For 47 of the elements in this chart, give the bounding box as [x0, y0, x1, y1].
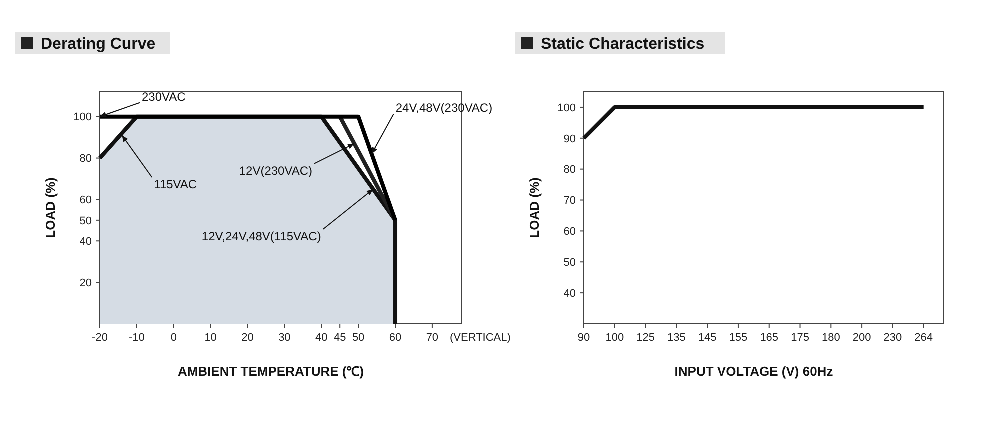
- x-tick-label: 20: [242, 332, 254, 344]
- chart-title: Static Characteristics: [541, 36, 705, 53]
- x-tick-label: 0: [170, 332, 177, 344]
- x-tick-label: 100: [606, 332, 624, 344]
- annotation: 230VAC: [142, 90, 186, 104]
- x-tick-label: 45: [334, 332, 346, 344]
- chart-title: Derating Curve: [41, 36, 156, 53]
- x-axis-title: AMBIENT TEMPERATURE (℃): [178, 364, 364, 379]
- annotation: 115VAC: [154, 178, 198, 192]
- x-tick-label: 165: [760, 332, 779, 344]
- x-tick-label: 70: [426, 332, 439, 344]
- x-tick-label: 145: [698, 332, 717, 344]
- annotation: 12V(230VAC): [239, 164, 313, 178]
- x-tick-label: 125: [636, 332, 655, 344]
- y-tick-label: 60: [80, 194, 92, 207]
- x-tick-label: -10: [128, 332, 145, 344]
- y-tick-label: 80: [564, 164, 576, 176]
- text: (VERTICAL): [450, 332, 511, 344]
- x-tick-label: 50: [352, 332, 365, 344]
- y-tick-label: 40: [80, 236, 92, 248]
- y-axis-title: LOAD (%): [43, 178, 58, 238]
- x-tick-label: 30: [278, 332, 291, 344]
- y-tick-label: 50: [564, 256, 576, 269]
- y-tick-label: 100: [74, 112, 92, 124]
- x-tick-label: 135: [668, 332, 686, 344]
- annotation: 12V,24V,48V(115VAC): [202, 229, 322, 244]
- x-tick-label: 40: [316, 332, 328, 344]
- x-tick-label: 175: [791, 332, 810, 344]
- y-tick-label: 50: [80, 215, 92, 228]
- y-tick-label: 80: [80, 153, 92, 166]
- y-tick-label: 70: [564, 195, 576, 208]
- x-tick-label: 10: [204, 332, 217, 344]
- x-axis-title: INPUT VOLTAGE (V) 60Hz: [674, 364, 834, 379]
- y-axis-title: LOAD (%): [527, 178, 542, 238]
- y-tick-label: 40: [564, 288, 576, 300]
- x-tick-label: 264: [914, 332, 934, 344]
- x-tick-label: 200: [852, 332, 872, 344]
- y-tick-label: 20: [80, 277, 92, 290]
- x-tick-label: 90: [578, 332, 590, 344]
- y-tick-label: 90: [564, 133, 576, 146]
- x-tick-label: 155: [729, 332, 748, 344]
- x-tick-label: 180: [822, 332, 840, 344]
- y-tick-label: 60: [564, 226, 576, 238]
- x-tick-label: -20: [92, 332, 108, 344]
- y-tick-label: 100: [558, 102, 576, 114]
- x-tick-label: 230: [884, 332, 902, 344]
- x-tick-label: 60: [389, 332, 402, 344]
